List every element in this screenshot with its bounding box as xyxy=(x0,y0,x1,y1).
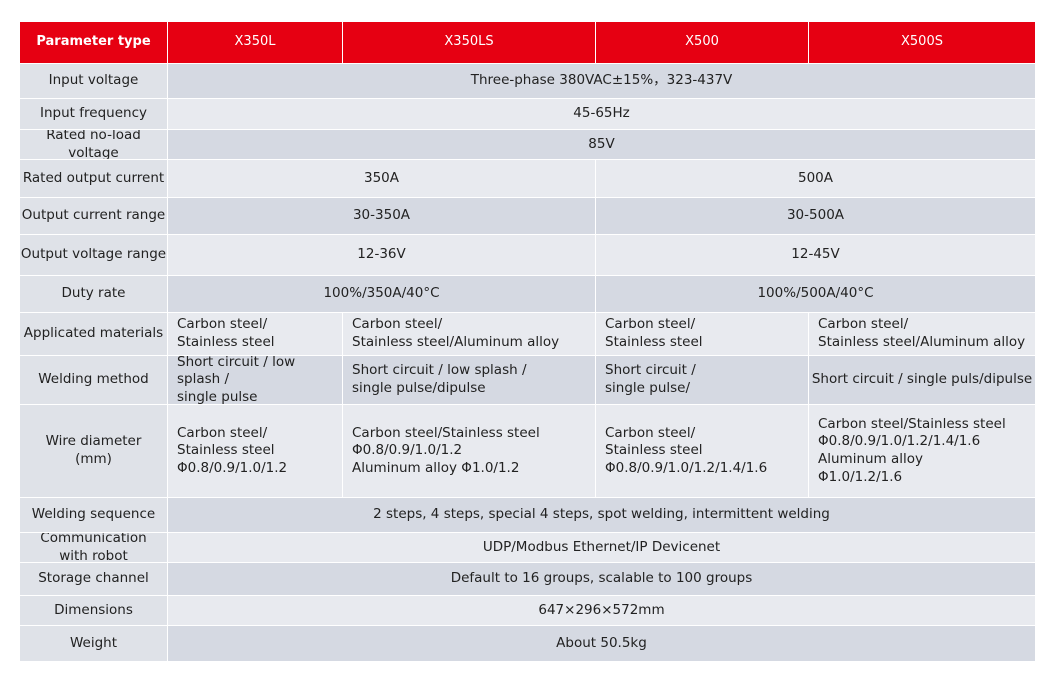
cell: Carbon steel/Stainless steel Φ0.8/0.9/1.… xyxy=(343,405,596,498)
cell: Carbon steel/ Stainless steel Φ0.8/0.9/1… xyxy=(168,405,343,498)
row-label: Welding method xyxy=(20,356,168,405)
row-label: Weight xyxy=(20,626,168,662)
cell: Carbon steel/ Stainless steel/Aluminum a… xyxy=(343,313,596,356)
cell: 100%/500A/40°C xyxy=(596,276,1036,313)
row-label: Welding sequence xyxy=(20,498,168,533)
cell: Short circuit / low splash / single puls… xyxy=(168,356,343,405)
cell: Short circuit / low splash / single puls… xyxy=(343,356,596,405)
row-label: Output current range xyxy=(20,198,168,235)
row-label: Input frequency xyxy=(20,99,168,130)
cell: 350A xyxy=(168,160,596,198)
cell: Default to 16 groups, scalable to 100 gr… xyxy=(168,563,1036,596)
cell: 100%/350A/40°C xyxy=(168,276,596,313)
cell: 2 steps, 4 steps, special 4 steps, spot … xyxy=(168,498,1036,533)
cell: 85V xyxy=(168,130,1036,160)
cell: 647×296×572mm xyxy=(168,596,1036,626)
header-cell: X350L xyxy=(168,22,343,64)
row-label: Communication with robot xyxy=(20,533,168,563)
cell: Short circuit / single pulse/ xyxy=(596,356,809,405)
cell: Carbon steel/ Stainless steel xyxy=(596,313,809,356)
cell: 12-36V xyxy=(168,235,596,276)
cell: 500A xyxy=(596,160,1036,198)
row-label: Duty rate xyxy=(20,276,168,313)
row-label: Storage channel xyxy=(20,563,168,596)
cell: 30-500A xyxy=(596,198,1036,235)
cell: Carbon steel/ Stainless steel Φ0.8/0.9/1… xyxy=(596,405,809,498)
cell: Carbon steel/ Stainless steel xyxy=(168,313,343,356)
cell: Carbon steel/ Stainless steel/Aluminum a… xyxy=(809,313,1036,356)
header-cell: X350LS xyxy=(343,22,596,64)
header-cell: X500 xyxy=(596,22,809,64)
cell: 30-350A xyxy=(168,198,596,235)
row-label: Input voltage xyxy=(20,64,168,99)
cell: 12-45V xyxy=(596,235,1036,276)
header-cell: X500S xyxy=(809,22,1036,64)
row-label: Wire diameter (mm) xyxy=(20,405,168,498)
row-label: Applicated materials xyxy=(20,313,168,356)
cell: Short circuit / single puls/dipulse xyxy=(809,356,1036,405)
cell: 45-65Hz xyxy=(168,99,1036,130)
header-cell: Parameter type xyxy=(20,22,168,64)
cell: About 50.5kg xyxy=(168,626,1036,662)
row-label: Output voltage range xyxy=(20,235,168,276)
cell: Three-phase 380VAC±15%，323-437V xyxy=(168,64,1036,99)
cell: Carbon steel/Stainless steel Φ0.8/0.9/1.… xyxy=(809,405,1036,498)
row-label: Rated no-load voltage xyxy=(20,130,168,160)
row-label: Rated output current xyxy=(20,160,168,198)
cell: UDP/Modbus Ethernet/IP Devicenet xyxy=(168,533,1036,563)
row-label: Dimensions xyxy=(20,596,168,626)
